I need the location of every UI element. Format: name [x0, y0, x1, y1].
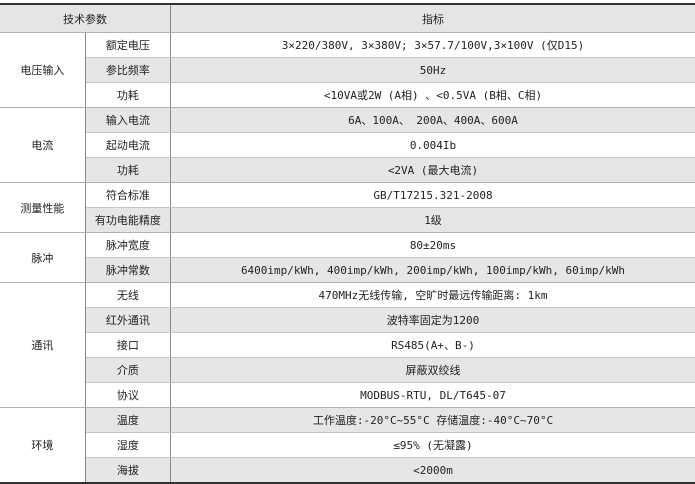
param-name: 符合标准 [85, 183, 170, 208]
table-row: 湿度≤95% (无凝露) [0, 433, 695, 458]
param-value: 6A、100A、 200A、400A、600A [171, 108, 695, 133]
table-row: 海拔<2000m [0, 458, 695, 484]
param-value: 80±20ms [171, 233, 695, 258]
param-name: 功耗 [85, 83, 170, 108]
param-name: 温度 [85, 408, 170, 433]
table-row: 功耗<10VA或2W (A相) 、<0.5VA (B相、C相) [0, 83, 695, 108]
group-label: 环境 [0, 408, 85, 484]
group-label: 脉冲 [0, 233, 85, 283]
table-row: 红外通讯波特率固定为1200 [0, 308, 695, 333]
param-value: 470MHz无线传输, 空旷时最远传输距离: 1km [171, 283, 695, 308]
param-value: <10VA或2W (A相) 、<0.5VA (B相、C相) [171, 83, 695, 108]
param-name: 湿度 [85, 433, 170, 458]
param-value: 1级 [171, 208, 695, 233]
param-value: <2VA (最大电流) [171, 158, 695, 183]
param-value: MODBUS-RTU, DL/T645-07 [171, 383, 695, 408]
group-label: 电流 [0, 108, 85, 183]
param-value: 6400imp/kWh, 400imp/kWh, 200imp/kWh, 100… [171, 258, 695, 283]
param-name: 脉冲宽度 [85, 233, 170, 258]
param-value: 波特率固定为1200 [171, 308, 695, 333]
param-name: 协议 [85, 383, 170, 408]
param-value: <2000m [171, 458, 695, 484]
param-name: 有功电能精度 [85, 208, 170, 233]
table-row: 功耗<2VA (最大电流) [0, 158, 695, 183]
table-row: 介质屏蔽双绞线 [0, 358, 695, 383]
param-name: 参比频率 [85, 58, 170, 83]
param-value: GB/T17215.321-2008 [171, 183, 695, 208]
group-label: 通讯 [0, 283, 85, 408]
param-name: 无线 [85, 283, 170, 308]
param-value: ≤95% (无凝露) [171, 433, 695, 458]
param-value: 50Hz [171, 58, 695, 83]
param-name: 红外通讯 [85, 308, 170, 333]
header-value: 指标 [171, 4, 695, 33]
group-label: 电压输入 [0, 33, 85, 108]
param-name: 脉冲常数 [85, 258, 170, 283]
param-value: 工作温度:-20°C~55°C 存储温度:-40°C~70°C [171, 408, 695, 433]
param-name: 海拔 [85, 458, 170, 484]
param-value: 3×220/380V, 3×380V; 3×57.7/100V,3×100V (… [171, 33, 695, 58]
param-value: 0.004Ib [171, 133, 695, 158]
param-name: 接口 [85, 333, 170, 358]
param-name: 介质 [85, 358, 170, 383]
param-value: RS485(A+、B-) [171, 333, 695, 358]
param-name: 起动电流 [85, 133, 170, 158]
group-label: 测量性能 [0, 183, 85, 233]
param-name: 额定电压 [85, 33, 170, 58]
table-row: 环境温度工作温度:-20°C~55°C 存储温度:-40°C~70°C [0, 408, 695, 433]
param-name: 输入电流 [85, 108, 170, 133]
header-param: 技术参数 [0, 4, 171, 33]
param-value: 屏蔽双绞线 [171, 358, 695, 383]
table-header: 技术参数 指标 [0, 4, 695, 33]
param-name: 功耗 [85, 158, 170, 183]
